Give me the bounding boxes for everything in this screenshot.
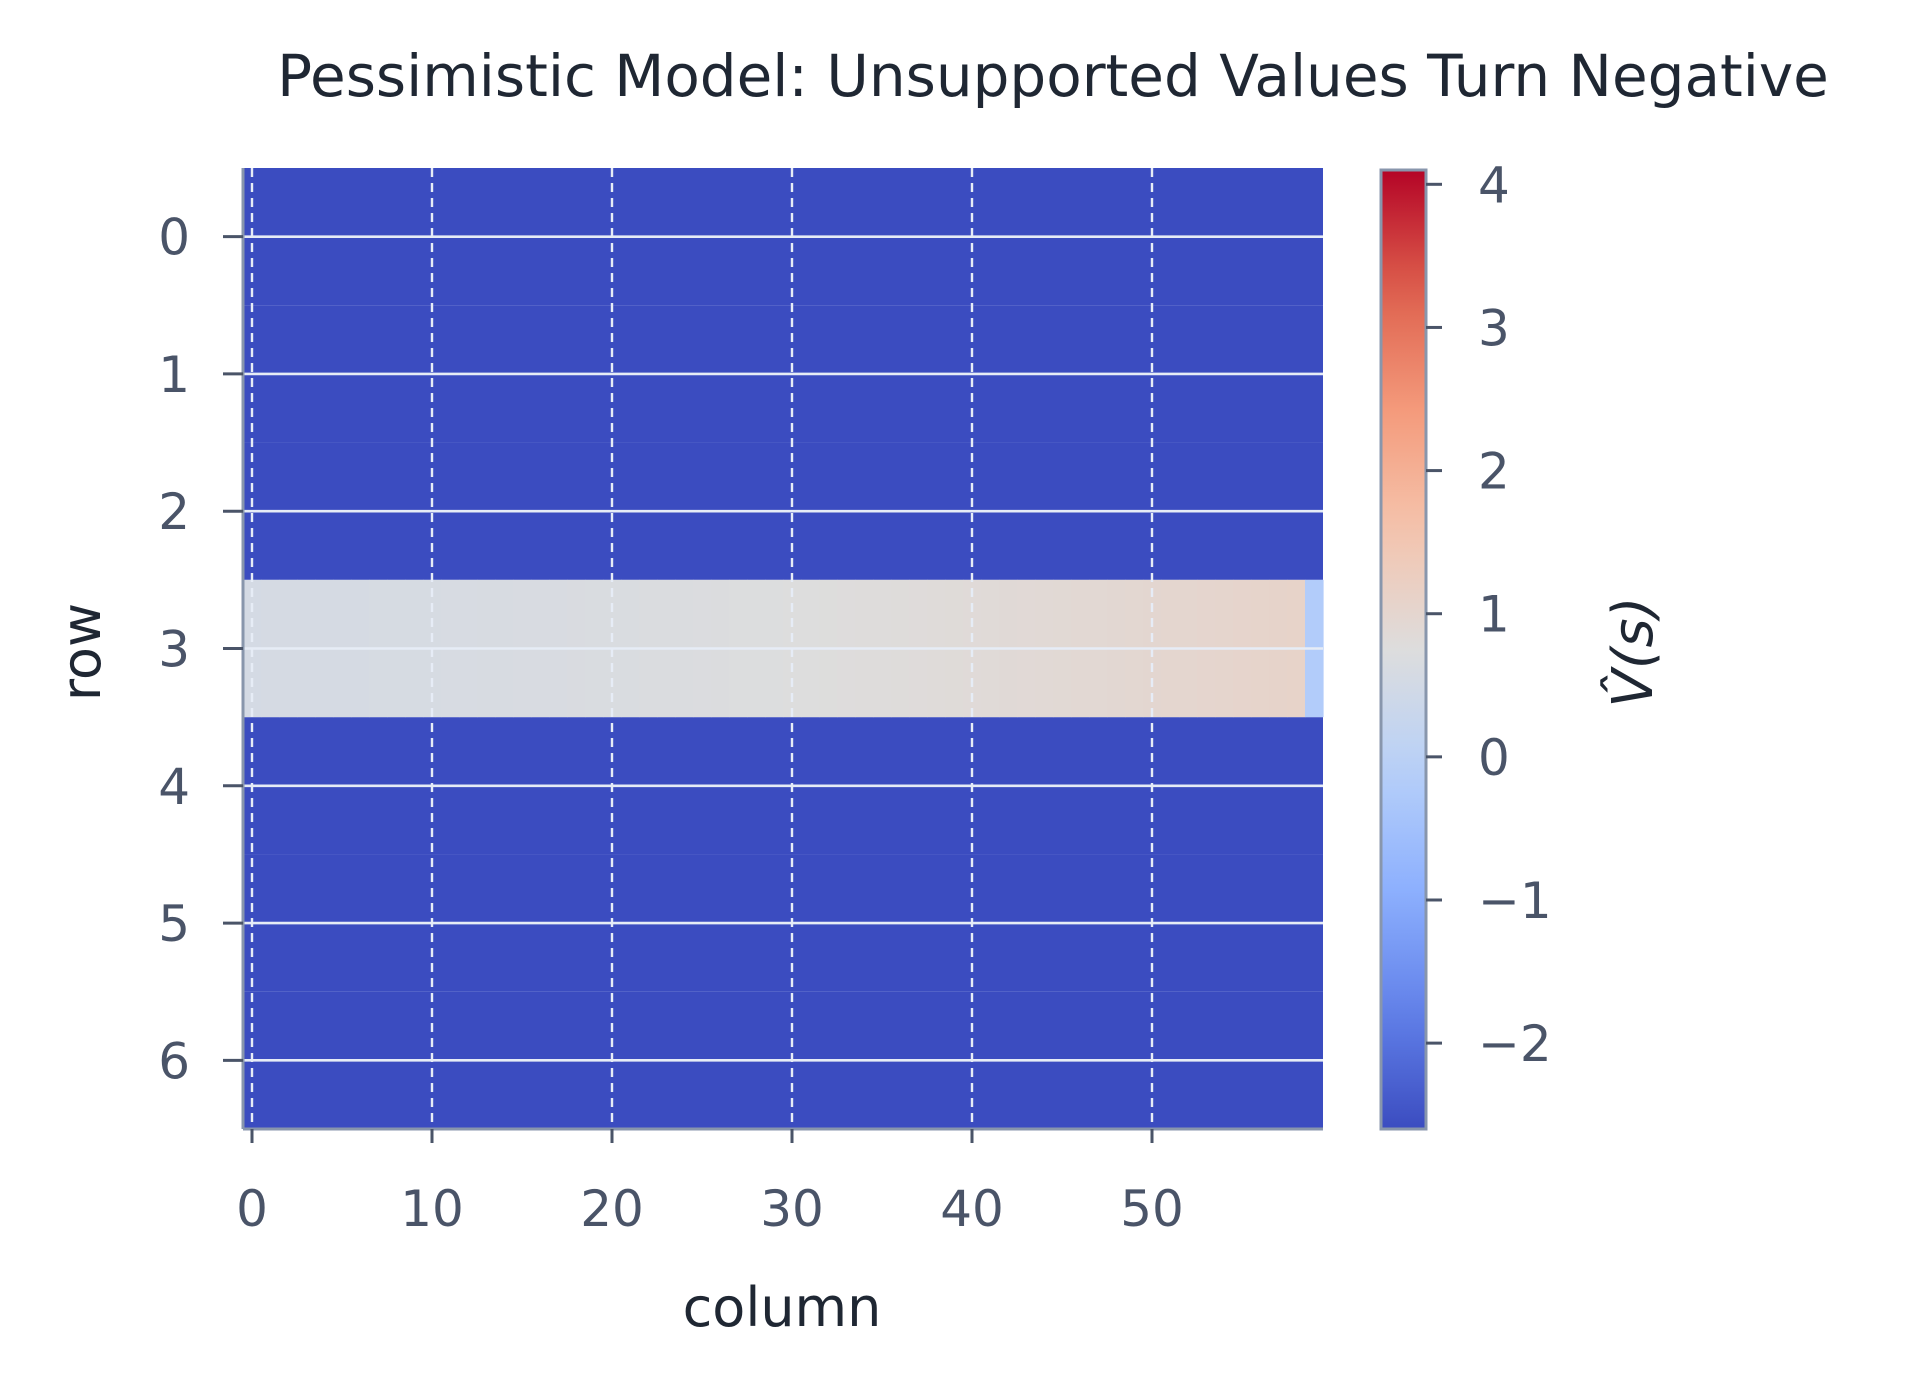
y-tick-label: 0: [158, 209, 190, 267]
x-tick-label: 40: [940, 1180, 1004, 1238]
colorbar-label: V̂(s): [1601, 596, 1666, 707]
colorbar-tick-label: 4: [1478, 156, 1510, 214]
x-tick-label: 10: [400, 1180, 464, 1238]
x-axis-label: column: [683, 1276, 882, 1339]
y-tick-label: 1: [158, 346, 190, 404]
x-tick-label: 50: [1120, 1180, 1184, 1238]
axes: 0 10 20 30 40 50 0 1 2 3 4 5 6: [158, 168, 1323, 1238]
chart-title: Pessimistic Model: Unsupported Values Tu…: [277, 42, 1829, 110]
colorbar-frame: [1379, 168, 1428, 1131]
x-tick-label: 0: [236, 1180, 268, 1238]
x-tick-label: 30: [760, 1180, 824, 1238]
colorbar-tick-label: 2: [1478, 443, 1510, 501]
y-tick-label: 4: [158, 758, 190, 816]
y-tick-label: 5: [158, 895, 190, 953]
y-tick-label: 2: [158, 483, 190, 541]
y-tick-label: 6: [158, 1032, 190, 1090]
colorbar-tick-label: 1: [1478, 586, 1510, 644]
y-tick-label: 3: [158, 621, 190, 679]
colorbar-tick-label: −2: [1478, 1015, 1552, 1073]
grid-lines: [243, 168, 1323, 1129]
colorbar-tick-label: −1: [1478, 872, 1552, 930]
colorbar-tick-label: 3: [1478, 299, 1510, 357]
y-axis-label: row: [50, 603, 113, 701]
colorbar-tick-label: 0: [1478, 729, 1510, 787]
x-tick-label: 20: [580, 1180, 644, 1238]
colorbar: 4 3 2 1 0 −1 −2: [1379, 156, 1552, 1131]
colorbar-fill: [1381, 170, 1426, 1129]
